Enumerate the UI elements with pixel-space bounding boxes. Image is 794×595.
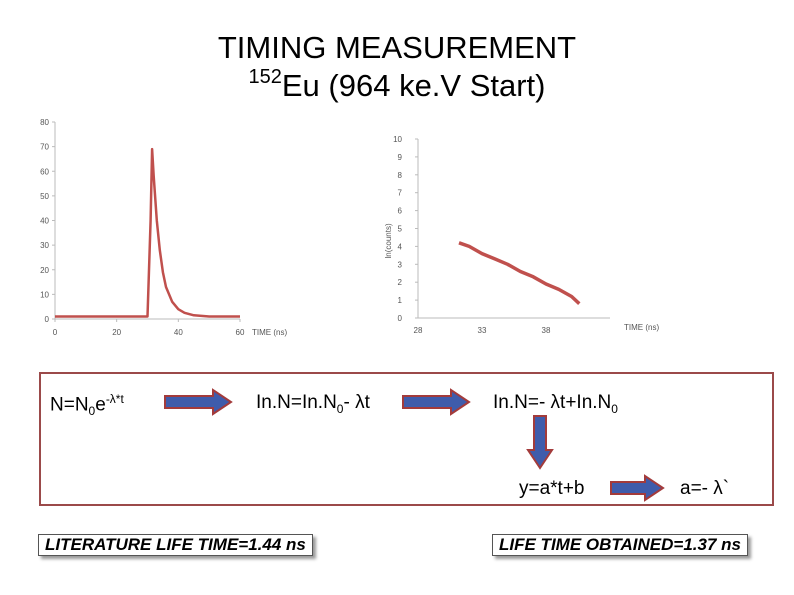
right-arrow-icon xyxy=(164,388,233,416)
linear-fit-equation: y=a*t+b xyxy=(519,478,585,499)
page-title: TIMING MEASUREMENT xyxy=(217,30,577,65)
decay-law-equation: N=N0e-λ*t xyxy=(50,392,124,419)
series-line xyxy=(55,147,240,318)
obtained-lifetime-box: LIFE TIME OBTAINED=1.37 ns xyxy=(492,534,748,556)
x-tick-label: 20 xyxy=(112,328,121,337)
subtitle-text: Eu (964 ke.V Start) xyxy=(281,68,546,103)
x-tick-label: 40 xyxy=(174,328,183,337)
log-equation: In.N=In.N0- λt xyxy=(256,392,370,416)
y-tick-label: 3 xyxy=(398,260,403,269)
x-axis-label: TIME (ns) xyxy=(624,323,659,332)
ln-counts-vs-time-chart: 0 1 2 3 4 5 6 7 8 9 10 28 33 38 TIME (ns) ln(counts) xyxy=(384,135,659,335)
right-arrow-icon xyxy=(402,388,471,416)
slope-equation: a=- λ` xyxy=(680,478,730,499)
y-tick-label: 20 xyxy=(40,266,49,275)
y-tick-label: 50 xyxy=(40,192,49,201)
x-tick-label: 38 xyxy=(542,326,551,335)
y-tick-label: 80 xyxy=(40,118,49,127)
y-tick-label: 8 xyxy=(398,171,403,180)
y-tick-label: 4 xyxy=(398,242,403,251)
y-axis-label: ln(counts) xyxy=(384,223,393,258)
x-tick-label: 0 xyxy=(53,328,58,337)
linear-log-equation: In.N=- λt+In.N0 xyxy=(493,392,618,416)
counts-vs-time-chart: 0 10 20 30 40 50 60 70 80 0 20 40 60 TIME (ns) xyxy=(40,118,287,337)
y-tick-label: 2 xyxy=(398,278,403,287)
y-tick-label: 60 xyxy=(40,167,49,176)
isotope-mass-number: 152 xyxy=(248,66,282,88)
y-tick-label: 6 xyxy=(398,207,403,216)
series-line xyxy=(458,241,581,305)
y-tick-label: 9 xyxy=(398,153,403,162)
y-tick-label: 30 xyxy=(40,241,49,250)
x-tick-label: 28 xyxy=(414,326,423,335)
x-axis-label: TIME (ns) xyxy=(252,328,287,337)
y-tick-label: 0 xyxy=(398,314,403,323)
equation-box xyxy=(39,372,774,506)
y-tick-label: 10 xyxy=(393,135,402,144)
y-tick-label: 70 xyxy=(40,143,49,152)
y-tick-label: 1 xyxy=(398,296,403,305)
y-tick-label: 10 xyxy=(40,290,49,299)
down-arrow-icon xyxy=(526,415,554,470)
literature-lifetime-box: LITERATURE LIFE TIME=1.44 ns xyxy=(38,534,313,556)
right-arrow-icon xyxy=(610,474,665,502)
y-tick-label: 5 xyxy=(398,225,403,234)
page-subtitle: 152Eu (964 ke.V Start) xyxy=(0,66,794,104)
y-tick-label: 40 xyxy=(40,217,49,226)
y-tick-label: 0 xyxy=(45,315,50,324)
y-tick-label: 7 xyxy=(398,189,403,198)
x-tick-label: 60 xyxy=(236,328,245,337)
x-tick-label: 33 xyxy=(478,326,487,335)
